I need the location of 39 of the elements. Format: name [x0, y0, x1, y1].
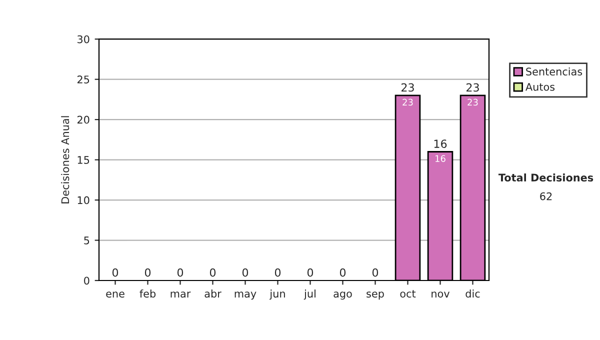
x-tick-label: may — [234, 292, 256, 300]
total-label: 0 — [274, 268, 281, 277]
x-tick-label: ene — [106, 292, 124, 298]
x-tick-label: abr — [204, 290, 222, 298]
total-label: 0 — [144, 268, 151, 277]
x-tick-label: ago — [334, 292, 352, 300]
x-tick-label: sep — [366, 292, 384, 300]
total-label: 0 — [307, 268, 314, 277]
text: Total Decisiones — [498, 173, 594, 182]
y-tick-label: 30 — [78, 35, 90, 44]
total-label: 23 — [466, 83, 479, 92]
y-tick-label: 20 — [77, 116, 90, 124]
data-label: 16 — [436, 155, 446, 162]
x-tick-label: feb — [140, 290, 156, 298]
x-tick-label: oct — [400, 290, 416, 298]
x-tick-label: jul — [304, 290, 316, 300]
total-label: 0 — [210, 268, 216, 277]
total-label: 16 — [434, 140, 447, 148]
x-tick-label: mar — [170, 292, 191, 298]
legend-label: Autos — [526, 83, 555, 91]
total-label: 23 — [401, 83, 414, 92]
y-tick-label: 15 — [78, 156, 90, 164]
x-tick-label: dic — [466, 290, 480, 298]
total-label: 0 — [372, 268, 378, 277]
x-tick-label: nov — [432, 292, 450, 298]
y-tick-label: 0 — [84, 276, 90, 285]
x-tick-label: jun — [270, 290, 285, 300]
total-label: 0 — [340, 268, 346, 277]
y-tick-label: 25 — [77, 76, 90, 84]
legend-label: Sentencias — [526, 67, 582, 76]
data-label: 23 — [468, 98, 478, 106]
y-tick-label: 5 — [84, 236, 90, 244]
y-axis-title: Decisiones Anual — [61, 116, 70, 204]
total-label: 0 — [177, 268, 184, 277]
total-label: 0 — [112, 268, 118, 277]
text: 62 — [540, 192, 552, 200]
y-tick-label: 10 — [78, 196, 90, 204]
total-label: 0 — [242, 268, 248, 277]
data-label: 23 — [402, 98, 413, 106]
